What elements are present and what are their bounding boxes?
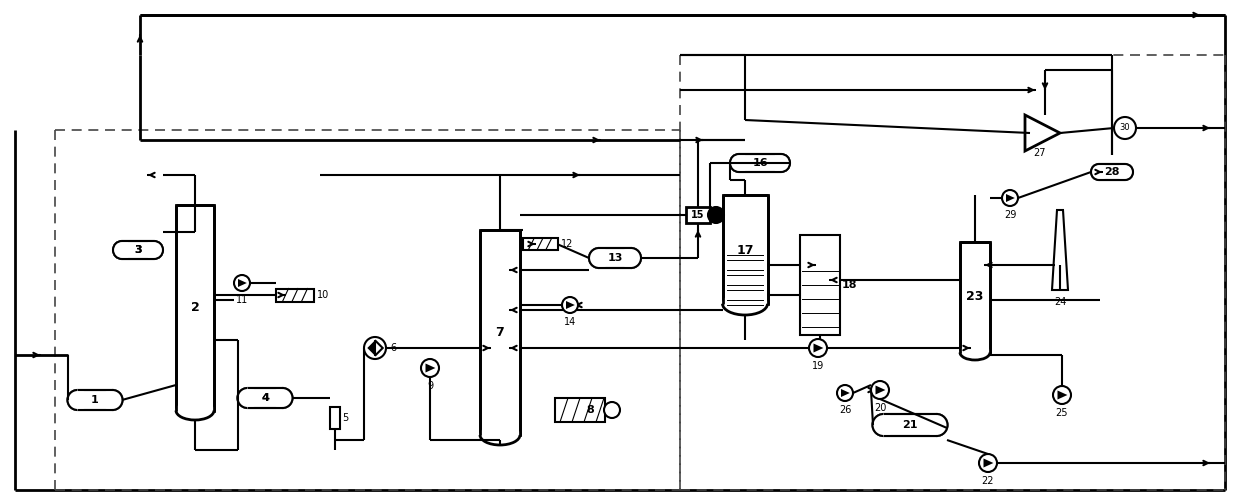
Text: 26: 26 <box>838 405 851 415</box>
Bar <box>723 195 768 304</box>
Polygon shape <box>425 364 435 372</box>
Text: 22: 22 <box>982 476 994 486</box>
Bar <box>556 398 605 422</box>
Ellipse shape <box>873 414 894 436</box>
Text: 16: 16 <box>753 158 768 168</box>
Circle shape <box>837 385 853 401</box>
Ellipse shape <box>723 292 768 315</box>
Text: 9: 9 <box>427 381 433 391</box>
Ellipse shape <box>960 345 990 360</box>
Text: 28: 28 <box>1105 167 1120 177</box>
Polygon shape <box>875 386 885 394</box>
Ellipse shape <box>113 241 131 259</box>
Text: 19: 19 <box>812 361 825 371</box>
Text: 1: 1 <box>91 395 99 405</box>
Bar <box>522 238 558 250</box>
Text: 30: 30 <box>1120 124 1131 132</box>
Text: 13: 13 <box>608 253 622 263</box>
Text: 4: 4 <box>262 393 269 403</box>
Bar <box>330 407 340 429</box>
Ellipse shape <box>730 154 748 172</box>
Circle shape <box>808 339 827 357</box>
Circle shape <box>604 402 620 418</box>
Text: 20: 20 <box>874 403 887 413</box>
Text: 8: 8 <box>587 405 594 415</box>
Text: 7: 7 <box>496 326 505 339</box>
Bar <box>77 390 113 410</box>
Bar <box>176 205 215 410</box>
Circle shape <box>234 275 250 291</box>
Circle shape <box>562 297 578 313</box>
Polygon shape <box>238 279 247 287</box>
Polygon shape <box>565 301 575 309</box>
Text: 25: 25 <box>1055 408 1068 418</box>
Circle shape <box>708 207 724 223</box>
Bar <box>1099 164 1125 180</box>
Text: 21: 21 <box>903 420 918 430</box>
Ellipse shape <box>1117 164 1133 180</box>
Circle shape <box>1114 117 1136 139</box>
Text: 10: 10 <box>317 290 330 300</box>
Text: 11: 11 <box>236 295 248 305</box>
Ellipse shape <box>480 425 520 445</box>
Text: 3: 3 <box>134 245 141 255</box>
Polygon shape <box>1006 194 1014 202</box>
Text: 6: 6 <box>391 343 396 353</box>
Polygon shape <box>813 344 823 352</box>
Text: 29: 29 <box>1004 210 1017 220</box>
Text: 3: 3 <box>134 245 141 255</box>
Bar <box>480 230 520 435</box>
Text: 15: 15 <box>691 210 704 220</box>
Text: 14: 14 <box>564 317 577 327</box>
Text: 5: 5 <box>342 413 348 423</box>
Bar <box>883 414 936 436</box>
Text: 12: 12 <box>560 239 573 249</box>
Polygon shape <box>367 340 374 355</box>
Bar <box>800 235 839 335</box>
Bar <box>960 242 990 352</box>
Ellipse shape <box>621 248 641 268</box>
Bar <box>122 241 154 259</box>
Bar <box>599 248 631 268</box>
Ellipse shape <box>925 414 947 436</box>
Polygon shape <box>983 458 993 468</box>
Bar <box>248 388 283 408</box>
Ellipse shape <box>773 154 790 172</box>
Text: 23: 23 <box>966 290 983 302</box>
Text: 2: 2 <box>191 301 200 314</box>
Circle shape <box>422 359 439 377</box>
Circle shape <box>980 454 997 472</box>
Ellipse shape <box>589 248 609 268</box>
Bar <box>686 207 711 223</box>
Ellipse shape <box>176 401 215 420</box>
Polygon shape <box>841 389 849 397</box>
Ellipse shape <box>238 388 258 408</box>
Ellipse shape <box>273 388 293 408</box>
Circle shape <box>1002 190 1018 206</box>
Ellipse shape <box>145 241 162 259</box>
Text: 24: 24 <box>1054 297 1066 307</box>
Text: 18: 18 <box>842 280 858 290</box>
Ellipse shape <box>67 390 88 410</box>
Text: 27: 27 <box>1034 148 1047 158</box>
Polygon shape <box>1058 390 1068 400</box>
Circle shape <box>1053 386 1071 404</box>
Bar <box>277 288 314 302</box>
Circle shape <box>870 381 889 399</box>
Ellipse shape <box>1091 164 1107 180</box>
Bar <box>739 154 781 172</box>
Text: 17: 17 <box>737 244 754 256</box>
Text: 4: 4 <box>262 393 269 403</box>
Ellipse shape <box>103 390 123 410</box>
Circle shape <box>365 337 386 359</box>
